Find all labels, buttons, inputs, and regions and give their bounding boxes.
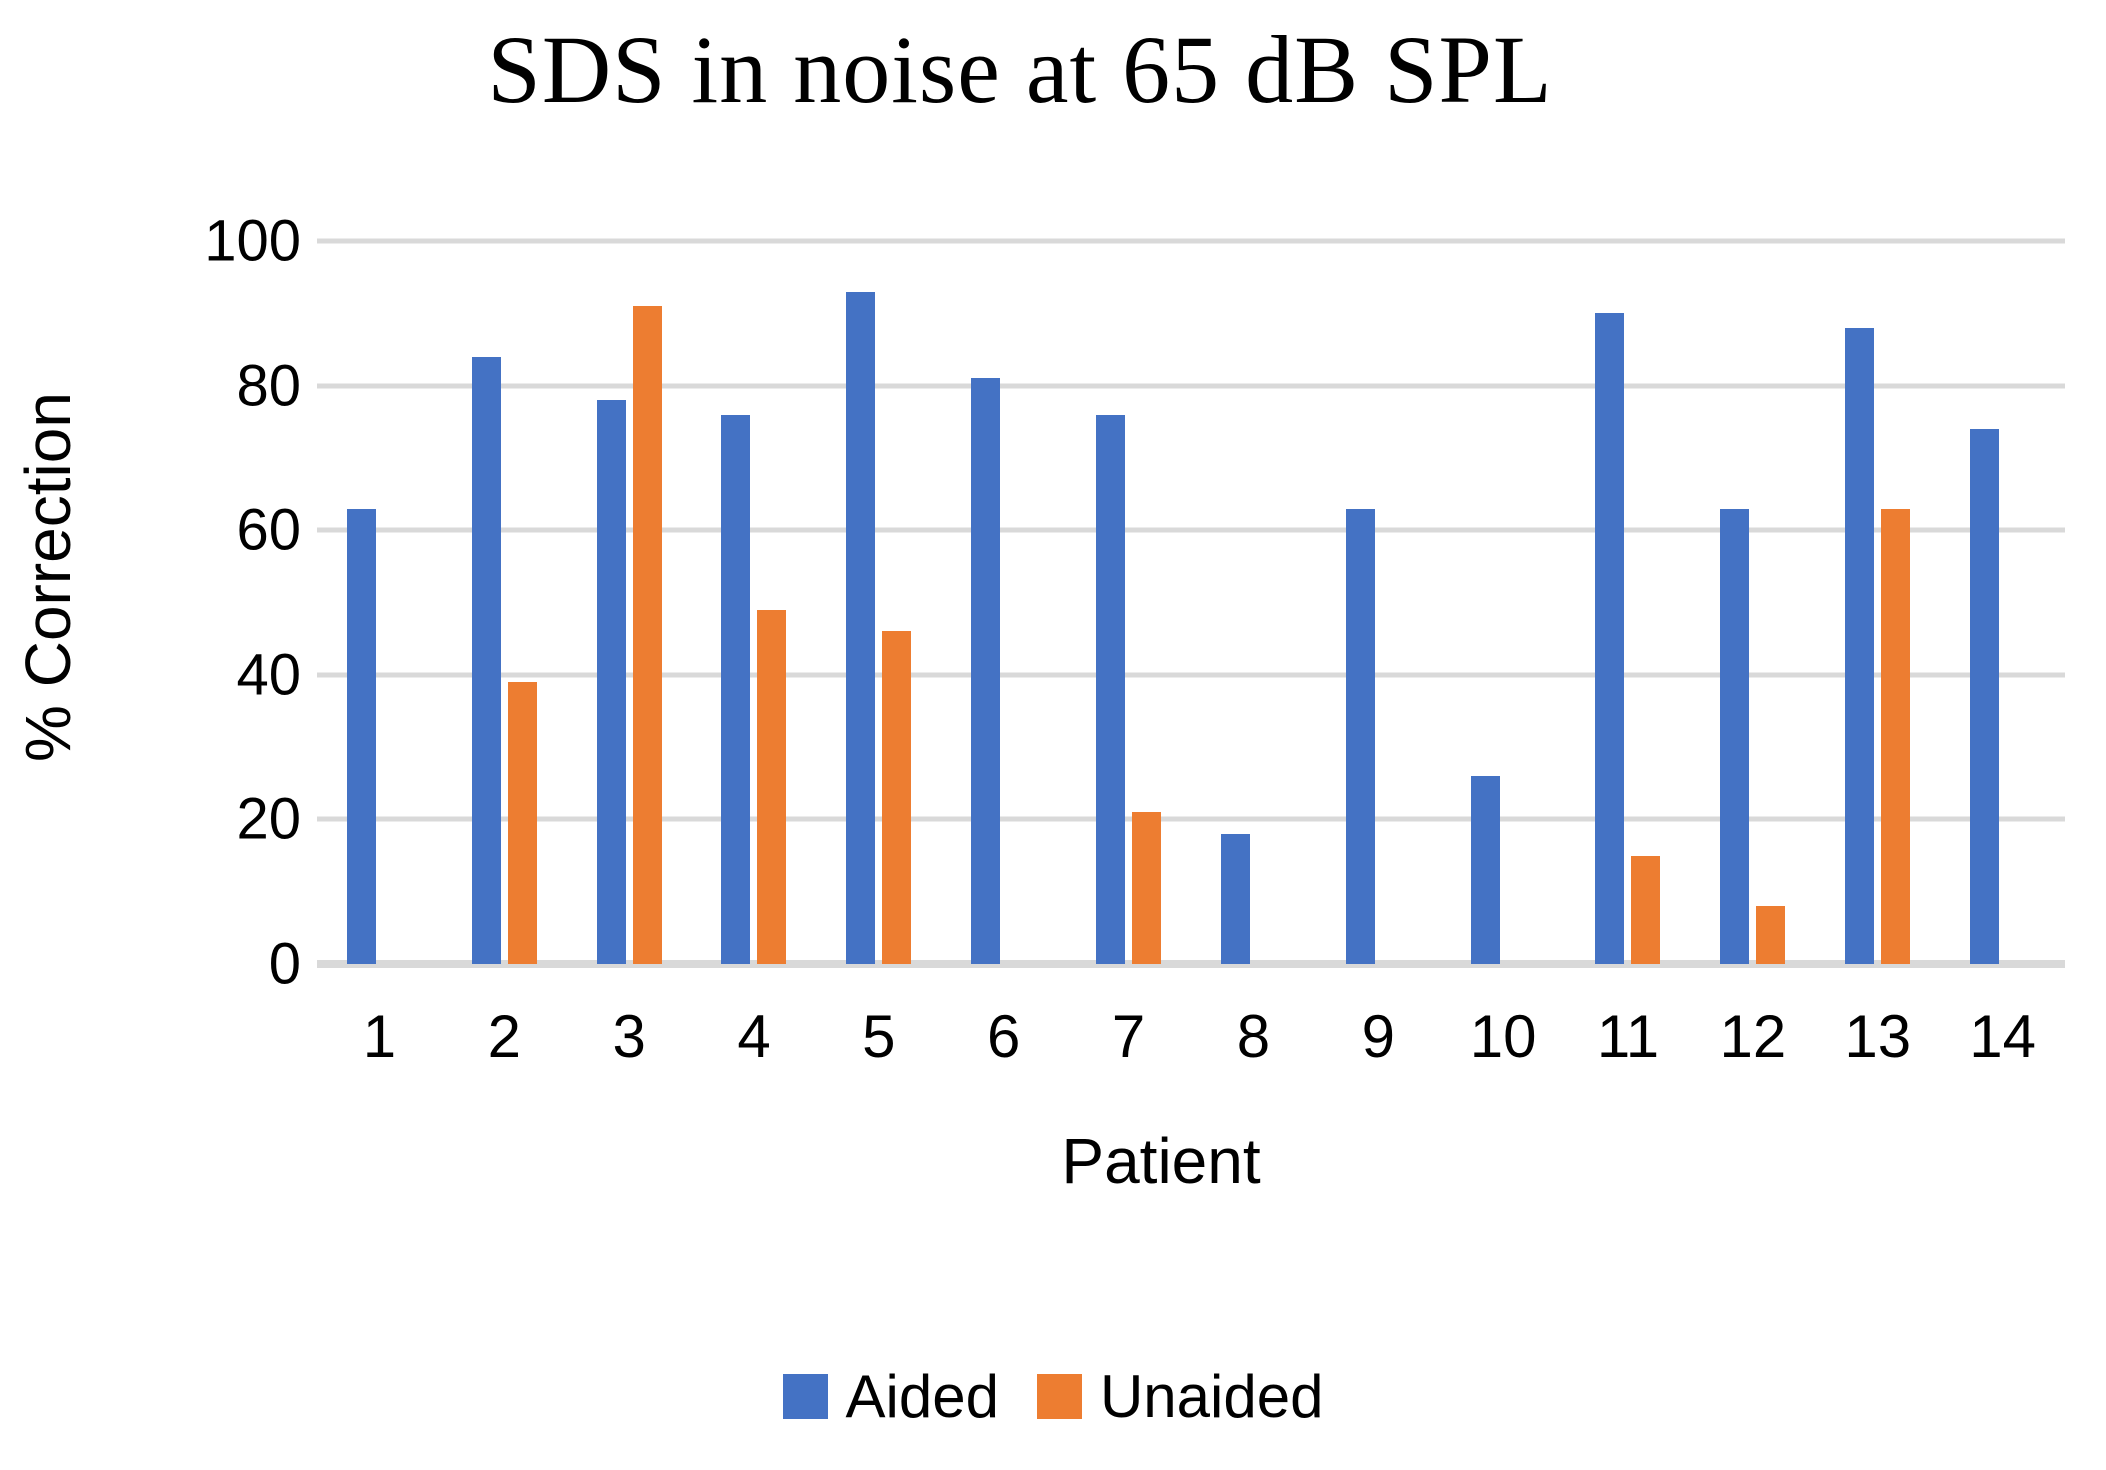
gridline-40 bbox=[317, 672, 2065, 678]
y-tick-label-40: 40 bbox=[236, 642, 301, 708]
x-tick-label-7: 7 bbox=[1111, 1003, 1146, 1070]
bar-aided-patient-1 bbox=[346, 508, 376, 964]
legend-swatch-aided bbox=[782, 1374, 828, 1419]
bar-unaided-patient-11 bbox=[1631, 855, 1661, 964]
x-tick-label-3: 3 bbox=[612, 1003, 646, 1070]
chart-title: SDS in noise at 65 dB SPL bbox=[487, 16, 1553, 123]
bar-aided-patient-14 bbox=[1970, 428, 2000, 964]
x-tick-label-1: 1 bbox=[362, 1003, 397, 1070]
bar-unaided-patient-3 bbox=[632, 306, 662, 964]
category-9 bbox=[1316, 241, 1441, 964]
bar-aided-patient-9 bbox=[1345, 508, 1375, 964]
bar-unaided-patient-2 bbox=[507, 682, 537, 964]
x-tick-label-13: 13 bbox=[1844, 1003, 1912, 1070]
x-axis-title: Patient bbox=[1061, 1125, 1261, 1197]
bar-unaided-patient-5 bbox=[882, 631, 912, 964]
legend-label-unaided: Unaided bbox=[1099, 1363, 1324, 1430]
x-tick-label-8: 8 bbox=[1236, 1003, 1271, 1070]
category-14 bbox=[1940, 241, 2065, 964]
bar-aided-patient-4 bbox=[721, 414, 751, 964]
legend: Aided Unaided bbox=[0, 1362, 2106, 1431]
category-6 bbox=[941, 241, 1066, 964]
gridline-20 bbox=[317, 816, 2065, 822]
bar-unaided-patient-12 bbox=[1756, 906, 1786, 964]
x-tick-label-6: 6 bbox=[987, 1003, 1021, 1070]
category-8 bbox=[1191, 241, 1316, 964]
category-5 bbox=[816, 241, 941, 964]
x-tick-label-12: 12 bbox=[1719, 1003, 1787, 1070]
bar-aided-patient-7 bbox=[1096, 414, 1126, 964]
category-1 bbox=[317, 241, 442, 964]
legend-item-unaided: Unaided bbox=[1036, 1362, 1324, 1431]
y-tick-label-80: 80 bbox=[236, 353, 301, 419]
gridline-100 bbox=[317, 238, 2065, 244]
x-axis-line bbox=[317, 960, 2065, 968]
gridline-60 bbox=[317, 527, 2065, 533]
bar-unaided-patient-7 bbox=[1132, 812, 1162, 964]
plot-area: 0 20 40 60 80 100 bbox=[204, 209, 2065, 997]
x-tick-label-2: 2 bbox=[487, 1003, 521, 1070]
legend-label-aided: Aided bbox=[845, 1363, 999, 1430]
x-tick-label-14: 14 bbox=[1969, 1003, 2036, 1070]
category-3 bbox=[567, 241, 692, 964]
y-tick-label-20: 20 bbox=[236, 786, 301, 852]
bar-aided-patient-13 bbox=[1845, 327, 1875, 964]
bar-aided-patient-2 bbox=[471, 356, 501, 964]
x-tick-label-10: 10 bbox=[1469, 1003, 1537, 1070]
x-tick-label-5: 5 bbox=[862, 1003, 896, 1070]
category-4 bbox=[692, 241, 817, 964]
category-12 bbox=[1690, 241, 1815, 964]
category-10 bbox=[1441, 241, 1566, 964]
bar-aided-patient-12 bbox=[1720, 508, 1750, 964]
gridline-80 bbox=[317, 383, 2065, 389]
x-tick-labels: 1 2 3 4 5 6 7 8 9 10 11 12 13 14 bbox=[317, 1002, 2065, 1071]
bar-unaided-patient-13 bbox=[1881, 508, 1911, 964]
y-tick-label-0: 0 bbox=[268, 931, 301, 997]
bar-aided-patient-3 bbox=[596, 400, 626, 964]
legend-item-aided: Aided bbox=[782, 1362, 999, 1431]
bar-aided-patient-10 bbox=[1470, 776, 1500, 964]
y-axis-title: % Correction bbox=[12, 392, 84, 762]
y-tick-label-60: 60 bbox=[236, 497, 301, 563]
bar-aided-patient-5 bbox=[846, 291, 876, 964]
x-tick-label-11: 11 bbox=[1596, 1003, 1660, 1070]
bar-aided-patient-11 bbox=[1595, 313, 1625, 964]
bar-aided-patient-8 bbox=[1220, 833, 1250, 964]
x-tick-label-9: 9 bbox=[1361, 1003, 1395, 1070]
y-tick-label-100: 100 bbox=[204, 208, 301, 274]
legend-swatch-unaided bbox=[1036, 1374, 1082, 1419]
x-tick-label-4: 4 bbox=[737, 1003, 771, 1070]
category-11 bbox=[1566, 241, 1691, 964]
category-13 bbox=[1815, 241, 1940, 964]
category-2 bbox=[442, 241, 567, 964]
bar-unaided-patient-4 bbox=[757, 609, 787, 964]
bar-aided-patient-6 bbox=[971, 378, 1001, 964]
category-7 bbox=[1066, 241, 1191, 964]
